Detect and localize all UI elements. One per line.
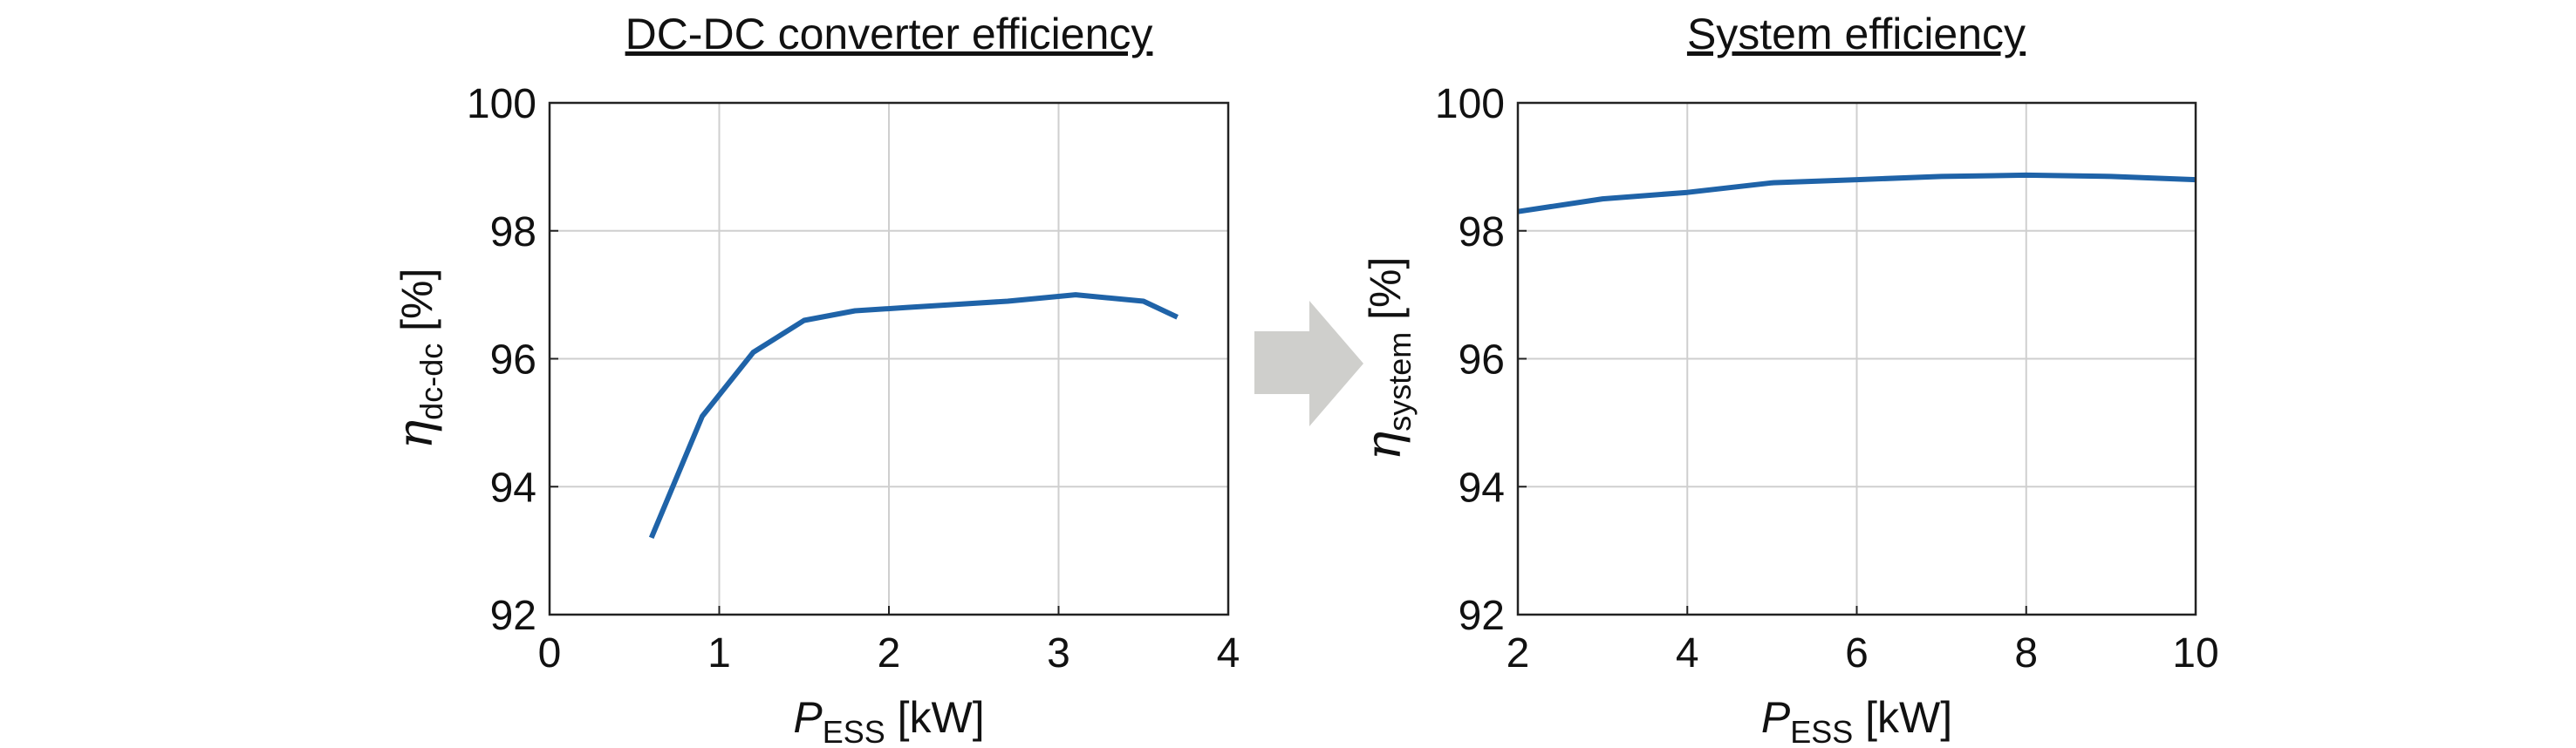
y-axis-var: η [1356,432,1412,461]
x-axis-unit: [kW] [1853,693,1952,742]
y-axis-var: η [387,420,444,450]
chart-title: System efficiency [1687,10,2026,58]
x-axis-unit: [kW] [885,693,985,742]
chart-title: DC-DC converter efficiency [625,10,1153,58]
x-axis-sub: ESS [1790,714,1853,748]
x-tick-label: 0 [538,630,562,677]
y-tick-label: 92 [1459,593,1505,639]
series-line [648,292,1179,540]
x-tick-label: 10 [2172,630,2218,677]
x-tick-label: 4 [1676,630,1699,677]
x-axis-var: P [793,693,823,742]
x-tick-label: 4 [1217,630,1240,677]
arrow-icon [1254,301,1363,426]
y-tick-label: 94 [1459,465,1505,511]
y-tick-label: 92 [490,593,536,639]
y-tick-label: 96 [490,337,536,384]
dcdc-efficiency-chart: DC-DC converter efficiency 0 1 2 3 4 92 94 96 9… [387,10,1240,748]
y-axis-label: ηsystem [%] [1356,257,1418,461]
y-tick-label: 96 [1459,337,1505,384]
y-tick-label: 94 [490,465,536,511]
y-tick-label: 100 [1435,81,1505,127]
y-axis-unit: [%] [393,269,441,343]
y-tick-label: 100 [467,81,536,127]
y-tick-label: 98 [1459,209,1505,255]
x-tick-label: 2 [1507,630,1530,677]
y-axis-label: ηdc-dc [%] [387,269,449,450]
y-axis-sub: dc-dc [413,343,449,420]
x-tick-label: 2 [878,630,901,677]
system-efficiency-chart: System efficiency 2 4 6 8 10 92 94 96 98 100 PES… [1356,10,2219,748]
y-axis-sub: system [1382,332,1418,432]
y-axis-unit: [%] [1361,257,1410,332]
x-axis-var: P [1761,693,1791,742]
x-axis-label: PESS [kW] [793,693,984,748]
series-line [1517,172,2197,214]
x-axis-label: PESS [kW] [1761,693,1952,748]
x-axis-sub: ESS [823,714,885,748]
x-tick-label: 3 [1047,630,1070,677]
x-tick-label: 8 [2014,630,2038,677]
x-tick-label: 6 [1845,630,1869,677]
y-tick-label: 98 [490,209,536,255]
x-tick-label: 1 [707,630,731,677]
